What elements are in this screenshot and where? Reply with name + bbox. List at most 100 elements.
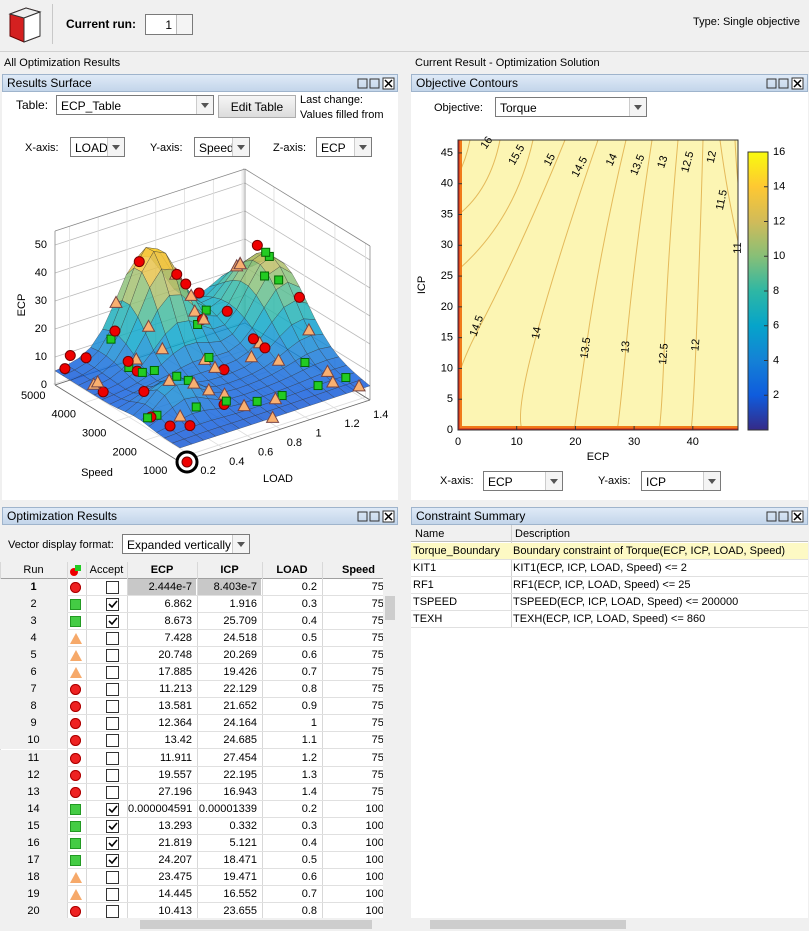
accept-checkbox[interactable] — [106, 598, 119, 612]
accept-checkbox[interactable] — [106, 836, 119, 850]
format-select[interactable]: Expanded vertically — [122, 534, 250, 554]
name-cell: TEXH — [413, 613, 443, 625]
value-cell: 0.3 — [301, 819, 317, 832]
run-spinner[interactable]: 1 — [145, 14, 193, 35]
y-axis-select[interactable]: Speed — [194, 137, 250, 157]
run-cell: 3 — [0, 613, 67, 631]
accept-checkbox[interactable] — [106, 632, 119, 646]
accept-checkbox[interactable] — [106, 615, 119, 629]
result-row[interactable]: 2 6.862 1.916 0.3 750 — [0, 596, 383, 614]
z-axis-select[interactable]: ECP — [316, 137, 372, 157]
result-row[interactable]: 3 8.673 25.709 0.4 750 — [0, 613, 383, 631]
marker-cell — [70, 888, 82, 900]
run-cell: 4 — [0, 630, 67, 648]
accept-checkbox[interactable] — [106, 802, 119, 816]
edit-table-button[interactable]: Edit Table — [218, 95, 296, 118]
accept-checkbox[interactable] — [106, 887, 119, 901]
marker-cell — [70, 735, 81, 747]
value-cell: 27.454 — [223, 751, 257, 764]
x-axis-select[interactable]: LOAD — [70, 137, 125, 157]
result-row[interactable]: 18 23.475 19.471 0.6 1000 — [0, 868, 383, 886]
value-cell: 5.121 — [229, 836, 257, 849]
select-value: Expanded vertically — [127, 538, 232, 552]
result-row[interactable]: 8 13.581 21.652 0.9 750 — [0, 698, 383, 716]
y-axis-select[interactable]: ICP — [641, 471, 721, 491]
panel-title-bar: Constraint Summary — [411, 507, 808, 525]
value-cell: 1.3 — [301, 768, 317, 781]
panel-title: Constraint Summary — [416, 509, 526, 523]
value-cell: 750 — [371, 734, 383, 747]
constraint-row[interactable]: KIT1 KIT1(ECP, ICP, LOAD, Speed) <= 2 — [411, 560, 808, 577]
result-row[interactable]: 15 13.293 0.332 0.3 1000 — [0, 817, 383, 835]
value-cell: 1.1 — [301, 734, 317, 747]
accept-checkbox[interactable] — [106, 734, 119, 748]
accept-checkbox[interactable] — [106, 853, 119, 867]
header-cell: Accept — [89, 564, 124, 576]
constraint-row[interactable]: TSPEED TSPEED(ECP, ICP, LOAD, Speed) <= 2… — [411, 594, 808, 611]
value-cell: 27.196 — [158, 785, 192, 798]
accept-checkbox[interactable] — [106, 904, 119, 918]
run-label: Current run: — [66, 17, 136, 31]
result-row[interactable]: 9 12.364 24.164 1 750 — [0, 715, 383, 733]
result-row[interactable]: 17 24.207 18.471 0.5 1000 — [0, 851, 383, 869]
check-mark — [108, 805, 118, 813]
result-row[interactable]: 20 10.413 23.655 0.8 1000 — [0, 902, 383, 918]
value-cell: 17.885 — [158, 666, 192, 679]
marker-cell — [70, 803, 81, 815]
result-row[interactable]: 13 27.196 16.943 1.4 750 — [0, 783, 383, 801]
last-change-detail: Values filled from — [300, 109, 384, 121]
scrollbar — [0, 918, 397, 931]
run-cell: 19 — [0, 885, 67, 903]
spin-buttons[interactable] — [176, 15, 192, 34]
run-cell: 10 — [0, 732, 67, 750]
run-cell: 20 — [0, 902, 67, 918]
accept-checkbox[interactable] — [106, 666, 119, 680]
accept-checkbox[interactable] — [106, 751, 119, 765]
constraint-row[interactable]: RF1 RF1(ECP, ICP, LOAD, Speed) <= 25 — [411, 577, 808, 594]
result-row[interactable]: 10 13.42 24.685 1.1 750 — [0, 732, 383, 750]
value-cell: 10.413 — [158, 904, 192, 917]
accept-checkbox[interactable] — [106, 819, 119, 833]
value-cell: 21.819 — [158, 836, 192, 849]
result-row[interactable]: 11 11.911 27.454 1.2 750 — [0, 749, 383, 767]
accept-checkbox[interactable] — [106, 683, 119, 697]
accept-checkbox[interactable] — [106, 649, 119, 663]
result-row[interactable]: 7 11.213 22.129 0.8 750 — [0, 681, 383, 699]
panel-title-bar: Objective Contours — [411, 74, 808, 92]
result-row[interactable]: 6 17.885 19.426 0.7 750 — [0, 664, 383, 682]
constraint-row[interactable]: TEXH TEXH(ECP, ICP, LOAD, Speed) <= 860 — [411, 611, 808, 628]
accept-checkbox[interactable] — [106, 717, 119, 731]
value-cell: 11.911 — [159, 751, 192, 764]
constraint-row[interactable]: Torque_Boundary Boundary constraint of To… — [411, 543, 808, 560]
run-value: 1 — [165, 18, 172, 32]
result-row[interactable]: 5 20.748 20.269 0.6 750 — [0, 647, 383, 665]
value-cell: 0.9 — [301, 700, 317, 713]
result-row[interactable]: 16 21.819 5.121 0.4 1000 — [0, 834, 383, 852]
value-cell: 13.581 — [158, 700, 192, 713]
x-axis-label: X-axis: — [440, 475, 474, 487]
accept-checkbox[interactable] — [106, 785, 119, 799]
run-cell: 9 — [0, 715, 67, 733]
run-cell: 16 — [0, 834, 67, 852]
result-row[interactable]: 12 19.557 22.195 1.3 750 — [0, 766, 383, 784]
value-cell: 24.518 — [223, 632, 257, 645]
result-row[interactable]: 1 2.444e-78.403e-7 0.2 750 — [0, 579, 383, 597]
marker-cell — [70, 701, 81, 713]
table-select[interactable]: ECP_Table — [56, 95, 214, 115]
result-row[interactable]: 4 7.428 24.518 0.5 750 — [0, 630, 383, 648]
accept-checkbox[interactable] — [106, 581, 119, 594]
value-cell: 25.709 — [223, 615, 257, 628]
result-row[interactable]: 19 14.445 16.552 0.7 1000 — [0, 885, 383, 903]
result-row[interactable]: 14 0.000004591 0.00001339 0.2 1000 — [0, 800, 383, 818]
header-cell: ICP — [220, 564, 239, 576]
value-cell: 12.364 — [158, 717, 192, 730]
x-axis-select[interactable]: ECP — [483, 471, 563, 491]
format-label: Vector display format: — [8, 539, 114, 551]
accept-checkbox[interactable] — [106, 768, 119, 782]
value-cell: 750 — [371, 700, 383, 713]
value-cell: 750 — [371, 598, 383, 611]
accept-checkbox[interactable] — [106, 870, 119, 884]
accept-checkbox[interactable] — [106, 700, 119, 714]
objective-select[interactable]: Torque — [495, 97, 647, 117]
